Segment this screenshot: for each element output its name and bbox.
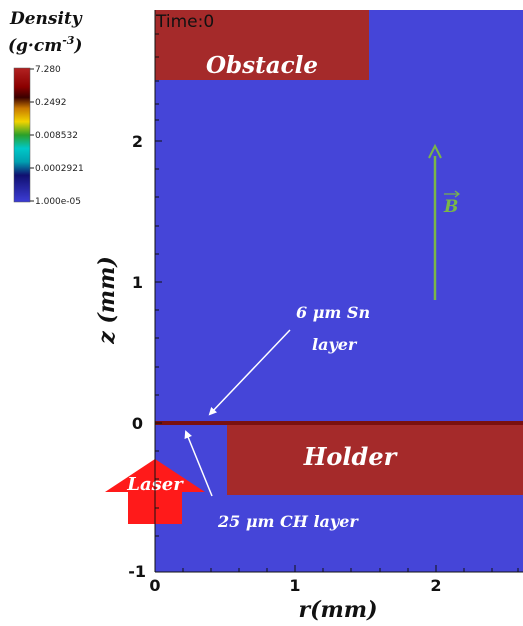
x-tick-1: 1 (289, 576, 300, 595)
obstacle-block (155, 10, 369, 80)
holder-block (227, 425, 523, 495)
legend-tick-1: 0.2492 (35, 98, 67, 108)
ch-layer-arrow (184, 430, 213, 497)
legend-tick-2: 0.008532 (35, 131, 78, 141)
y-tick-2: 2 (132, 132, 143, 151)
ch-layer-label: 25 μm CH layer (217, 512, 359, 531)
legend-tick-4: 1.000e-05 (35, 197, 81, 207)
time-label: Time:0 (155, 12, 214, 32)
b-field-label: B (443, 197, 458, 217)
x-tick-0: 0 (149, 576, 160, 595)
x-tick-2: 2 (430, 576, 441, 595)
b-field-arrowhead (428, 143, 442, 159)
x-axis-label: r(mm) (299, 597, 378, 623)
holder-label: Holder (303, 442, 399, 471)
legend-tick-0: 7.280 (35, 65, 61, 75)
obstacle-label: Obstacle (206, 52, 318, 79)
colorbar (13, 67, 31, 203)
legend-tick-3: 0.0002921 (35, 164, 84, 174)
sn-layer-arrow (208, 329, 291, 416)
y-axis-label: z (mm) (94, 256, 120, 345)
target-layer (155, 421, 523, 425)
legend-title: Density (9, 9, 83, 29)
y-tick-neg1: -1 (128, 562, 146, 581)
sn-layer-label-line1: 6 μm Sn (296, 303, 370, 322)
y-tick-0: 0 (132, 414, 143, 433)
legend-unit: (g·cm-3) (8, 34, 82, 56)
sn-layer-label-line2: layer (312, 335, 358, 354)
axes (154, 10, 523, 573)
y-tick-1: 1 (132, 273, 143, 292)
colorbar-legend: Density (g·cm-3) 7.280 0.2492 0.008532 0… (8, 9, 84, 207)
